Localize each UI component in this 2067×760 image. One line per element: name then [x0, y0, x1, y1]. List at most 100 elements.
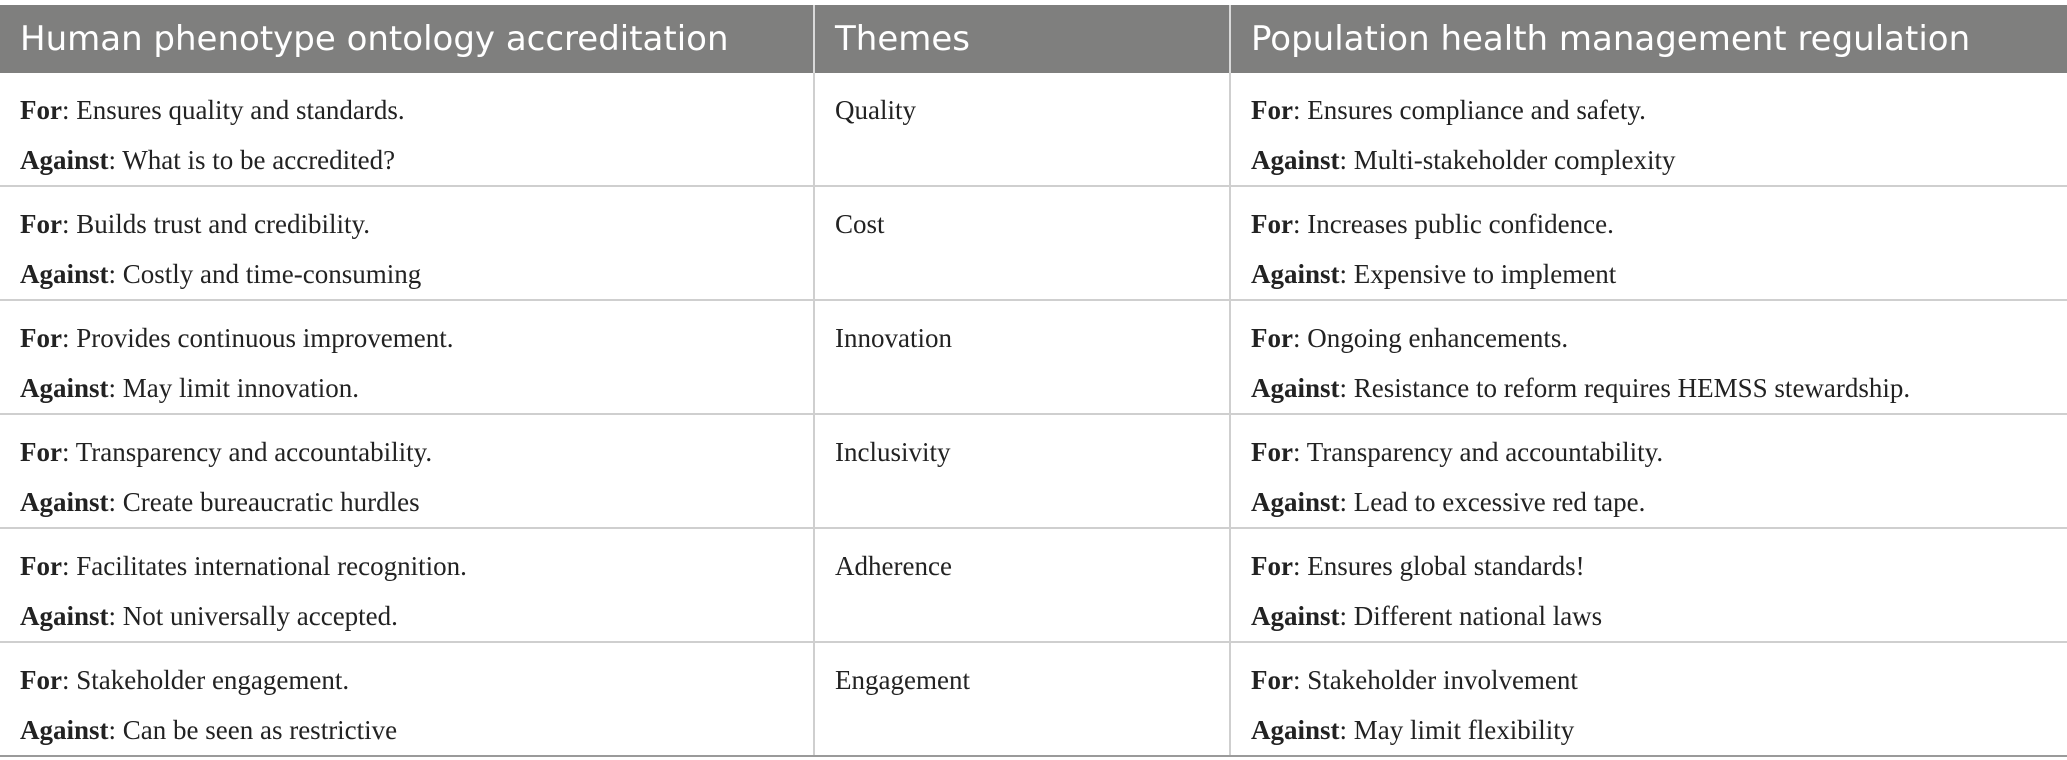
against-line: Against: May limit flexibility [1251, 705, 2047, 755]
header-themes: Themes [814, 5, 1231, 73]
for-label: For [20, 665, 62, 695]
for-text: : Ensures global standards! [1292, 551, 1585, 581]
against-text: : Different national laws [1339, 601, 1603, 631]
against-label: Against [1251, 259, 1340, 289]
for-text: : Provides continuous improvement. [61, 323, 454, 353]
against-line: Against: Different national laws [1251, 591, 2047, 641]
against-label: Against [1251, 145, 1340, 175]
for-text: : Builds trust and credibility. [61, 209, 370, 239]
for-text: : Ensures quality and standards. [61, 95, 405, 125]
against-line: Against: Resistance to reform requires H… [1251, 363, 2047, 413]
for-line: For: Ongoing enhancements. [1251, 313, 2047, 363]
against-text: : Expensive to implement [1339, 259, 1617, 289]
theme-cell: Adherence [814, 528, 1231, 643]
against-line: Against: What is to be accredited? [20, 135, 793, 185]
against-line: Against: Can be seen as restrictive [20, 705, 793, 755]
against-line: Against: Not universally accepted. [20, 591, 793, 641]
theme-cell: Quality [814, 73, 1231, 187]
against-text: : What is to be accredited? [108, 145, 396, 175]
table-row: For: Facilitates international recogniti… [0, 528, 2067, 643]
against-line: Against: Lead to excessive red tape. [1251, 477, 2047, 527]
comparison-table-wrapper: Human phenotype ontology accreditation T… [0, 5, 2067, 757]
hpo-cell: For: Builds trust and credibility. Again… [0, 186, 815, 301]
for-line: For: Transparency and accountability. [20, 427, 793, 477]
for-line: For: Facilitates international recogniti… [20, 541, 793, 591]
for-line: For: Transparency and accountability. [1251, 427, 2047, 477]
against-label: Against [1251, 715, 1340, 745]
theme-cell: Innovation [814, 300, 1231, 415]
comparison-table: Human phenotype ontology accreditation T… [0, 5, 2067, 757]
header-phm-regulation: Population health management regulation [1230, 5, 2067, 73]
table-row: For: Stakeholder engagement. Against: Ca… [0, 642, 2067, 757]
table-header: Human phenotype ontology accreditation T… [0, 5, 2067, 73]
for-line: For: Ensures global standards! [1251, 541, 2047, 591]
against-line: Against: May limit innovation. [20, 363, 793, 413]
for-label: For [20, 551, 62, 581]
against-line: Against: Multi-stakeholder complexity [1251, 135, 2047, 185]
for-label: For [20, 95, 62, 125]
for-label: For [20, 209, 62, 239]
theme-text: Engagement [835, 665, 970, 695]
table-row: For: Ensures quality and standards. Agai… [0, 73, 2067, 187]
header-hpo-accreditation: Human phenotype ontology accreditation [0, 5, 815, 73]
against-line: Against: Expensive to implement [1251, 249, 2047, 299]
for-label: For [1251, 323, 1293, 353]
table-body: For: Ensures quality and standards. Agai… [0, 73, 2067, 757]
for-line: For: Stakeholder engagement. [20, 655, 793, 705]
for-label: For [1251, 437, 1293, 467]
hpo-cell: For: Provides continuous improvement. Ag… [0, 300, 815, 415]
theme-text: Adherence [835, 551, 952, 581]
for-text: : Stakeholder involvement [1292, 665, 1578, 695]
theme-text: Cost [835, 209, 885, 239]
hpo-cell: For: Stakeholder engagement. Against: Ca… [0, 642, 815, 757]
against-text: : Lead to excessive red tape. [1339, 487, 1646, 517]
against-text: : Multi-stakeholder complexity [1339, 145, 1676, 175]
against-text: : May limit flexibility [1339, 715, 1575, 745]
for-label: For [1251, 551, 1293, 581]
hpo-cell: For: Ensures quality and standards. Agai… [0, 73, 815, 187]
phm-cell: For: Transparency and accountability. Ag… [1230, 414, 2067, 529]
against-label: Against [20, 373, 109, 403]
for-text: : Stakeholder engagement. [61, 665, 350, 695]
hpo-cell: For: Transparency and accountability. Ag… [0, 414, 815, 529]
against-line: Against: Create bureaucratic hurdles [20, 477, 793, 527]
for-label: For [1251, 209, 1293, 239]
against-label: Against [1251, 487, 1340, 517]
against-text: : Create bureaucratic hurdles [108, 487, 420, 517]
against-label: Against [1251, 601, 1340, 631]
phm-cell: For: Ongoing enhancements. Against: Resi… [1230, 300, 2067, 415]
for-label: For [1251, 665, 1293, 695]
table-row: For: Transparency and accountability. Ag… [0, 414, 2067, 529]
against-label: Against [20, 715, 109, 745]
against-text: : Not universally accepted. [108, 601, 398, 631]
against-text: : May limit innovation. [108, 373, 360, 403]
against-label: Against [20, 487, 109, 517]
theme-cell: Engagement [814, 642, 1231, 757]
phm-cell: For: Stakeholder involvement Against: Ma… [1230, 642, 2067, 757]
against-text: : Resistance to reform requires HEMSS st… [1339, 373, 1911, 403]
against-label: Against [20, 259, 109, 289]
table-row: For: Provides continuous improvement. Ag… [0, 300, 2067, 415]
for-text: : Increases public confidence. [1292, 209, 1614, 239]
against-label: Against [20, 601, 109, 631]
for-text: : Transparency and accountability. [61, 437, 433, 467]
theme-text: Inclusivity [835, 437, 951, 467]
against-label: Against [1251, 373, 1340, 403]
for-text: : Ongoing enhancements. [1292, 323, 1569, 353]
hpo-cell: For: Facilitates international recogniti… [0, 528, 815, 643]
for-label: For [20, 323, 62, 353]
against-text: : Costly and time-consuming [108, 259, 422, 289]
for-line: For: Ensures compliance and safety. [1251, 85, 2047, 135]
for-text: : Ensures compliance and safety. [1292, 95, 1646, 125]
for-label: For [1251, 95, 1293, 125]
phm-cell: For: Ensures global standards! Against: … [1230, 528, 2067, 643]
against-text: : Can be seen as restrictive [108, 715, 398, 745]
header-row: Human phenotype ontology accreditation T… [0, 5, 2067, 73]
theme-cell: Cost [814, 186, 1231, 301]
against-line: Against: Costly and time-consuming [20, 249, 793, 299]
for-line: For: Builds trust and credibility. [20, 199, 793, 249]
for-text: : Transparency and accountability. [1292, 437, 1664, 467]
for-line: For: Provides continuous improvement. [20, 313, 793, 363]
for-line: For: Ensures quality and standards. [20, 85, 793, 135]
theme-text: Innovation [835, 323, 952, 353]
